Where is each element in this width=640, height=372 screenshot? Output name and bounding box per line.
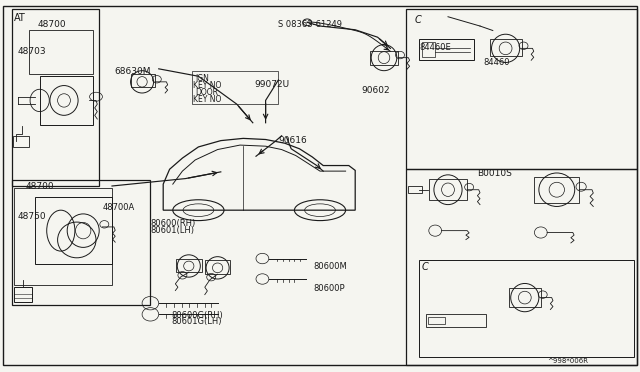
Bar [14,287,32,302]
Text: 68630M: 68630M [114,67,150,76]
Text: AT: AT [14,13,26,23]
Bar [192,71,278,104]
Text: 99072U: 99072U [255,80,290,89]
Bar [509,288,541,307]
Text: 80601(LH): 80601(LH) [150,226,195,235]
Bar [406,9,637,169]
Text: IGN: IGN [195,74,209,83]
Text: 80600P: 80600P [314,284,345,293]
Text: S 08363-61249: S 08363-61249 [278,20,342,29]
Bar [370,51,398,65]
Text: 80601G(LH): 80601G(LH) [172,317,222,326]
Bar [205,260,230,274]
Text: ^998*006R: ^998*006R [547,358,588,364]
Text: 48700: 48700 [26,182,54,191]
Text: 80600G(RH): 80600G(RH) [172,311,223,320]
Bar [12,180,150,305]
Bar [422,42,435,57]
Text: B0010S: B0010S [477,169,511,178]
Text: 80600M: 80600M [314,262,348,271]
Bar [419,39,474,60]
Bar [428,317,445,324]
Bar [408,186,422,193]
Text: C: C [415,15,422,25]
Bar [426,314,486,327]
Text: KEY NO: KEY NO [193,81,221,90]
Text: 90602: 90602 [362,86,390,94]
Bar [406,169,637,365]
Text: 80600(RH): 80600(RH) [150,219,196,228]
Bar [176,259,202,272]
Bar [419,260,634,357]
Bar [14,188,112,285]
Text: DOOR: DOOR [195,88,218,97]
Text: 84460: 84460 [483,58,509,67]
Bar [490,39,522,56]
Text: KEY NO: KEY NO [193,95,221,104]
Text: 84460E: 84460E [419,43,451,52]
Text: 48700A: 48700A [102,203,134,212]
Text: 48703: 48703 [18,46,47,55]
Bar [131,74,155,87]
Text: 90616: 90616 [278,136,307,145]
Bar [35,197,112,264]
Bar [29,30,93,74]
Bar [534,177,579,203]
Bar [429,179,467,200]
Text: C: C [422,262,429,272]
Bar [40,76,93,125]
Text: 48700: 48700 [37,20,66,29]
Text: 48750: 48750 [18,212,47,221]
Bar [13,136,29,147]
Bar [12,9,99,186]
